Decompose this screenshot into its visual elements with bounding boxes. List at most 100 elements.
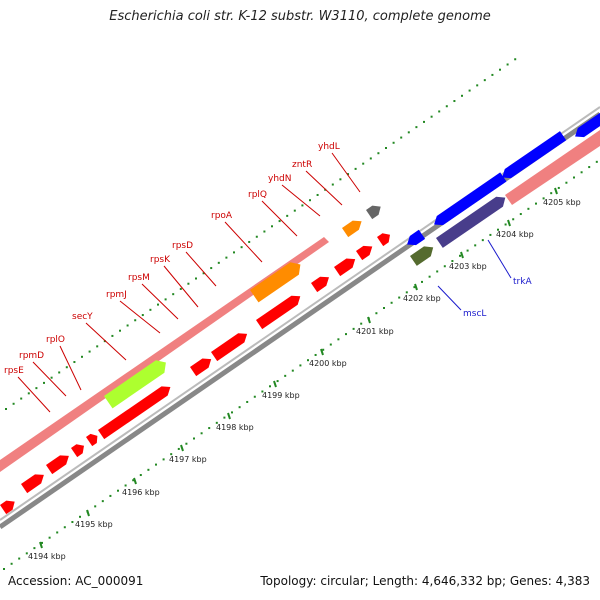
inner-tick-dot bbox=[162, 458, 165, 461]
major-tick bbox=[507, 219, 511, 227]
outer-tick-dot bbox=[392, 141, 395, 144]
outer-tick-track bbox=[5, 58, 517, 410]
inner-tick-dot bbox=[451, 260, 454, 263]
outer-tick-dot bbox=[309, 199, 311, 202]
yhdL-feature bbox=[366, 205, 381, 220]
outer-tick-dot bbox=[248, 240, 251, 243]
outer-tick-dot bbox=[141, 314, 144, 317]
inner-tick-dot bbox=[345, 333, 347, 336]
outer-tick-dot bbox=[111, 334, 114, 337]
inner-tick-dot bbox=[284, 374, 287, 377]
forward-gene-arrow bbox=[98, 386, 171, 440]
inner-tick-dot bbox=[291, 369, 294, 372]
inner-tick-dot bbox=[56, 531, 59, 534]
gene-label-rplQ: rplQ bbox=[248, 190, 267, 200]
outer-tick-dot bbox=[278, 220, 281, 223]
outer-tick-dot bbox=[514, 58, 517, 61]
pink-band-right bbox=[571, 133, 600, 160]
kbp-label: 4198 kbp bbox=[216, 423, 254, 432]
outer-tick-dot bbox=[255, 235, 258, 238]
gene-label-yhdL: yhdL bbox=[318, 142, 340, 152]
leader-line-rplO bbox=[59, 345, 82, 391]
inner-tick-dot bbox=[200, 432, 203, 435]
leader-line-rpsK bbox=[163, 265, 199, 308]
kbp-label: 4205 kbp bbox=[543, 198, 581, 207]
inner-tick-dot bbox=[573, 176, 575, 179]
leader-line-rplQ bbox=[261, 200, 298, 237]
inner-tick-dot bbox=[535, 202, 537, 205]
forward-gene-arrow bbox=[21, 474, 44, 494]
outer-tick-dot bbox=[65, 366, 68, 369]
outer-tick-dot bbox=[43, 381, 45, 384]
outer-tick-dot bbox=[96, 345, 99, 348]
inner-tick-dot bbox=[542, 197, 545, 200]
kbp-scale-labels: 4194 kbp 4195 kbp 4196 kbp 4197 kbp 4198 kbp… bbox=[28, 198, 581, 561]
rpoA-feature bbox=[250, 262, 301, 303]
inner-tick-dot bbox=[375, 312, 378, 315]
inner-tick-dot bbox=[41, 541, 43, 544]
outer-tick-dot bbox=[271, 225, 273, 228]
outer-tick-dot bbox=[12, 402, 15, 405]
inner-tick-dot bbox=[527, 207, 530, 210]
gene-label-rpsM: rpsM bbox=[128, 273, 150, 283]
inner-tick-dot bbox=[595, 160, 598, 163]
outer-tick-dot bbox=[195, 277, 197, 280]
outer-tick-dot bbox=[286, 214, 289, 217]
outer-tick-dot bbox=[347, 173, 349, 176]
inner-tick-dot bbox=[117, 489, 119, 492]
gene-label-rpsK: rpsK bbox=[150, 255, 171, 265]
inner-tick-dot bbox=[231, 411, 233, 414]
inner-tick-dot bbox=[550, 192, 553, 195]
kbp-label: 4197 kbp bbox=[169, 455, 207, 464]
inner-tick-track bbox=[3, 160, 598, 570]
inner-tick-dot bbox=[443, 265, 446, 268]
outer-tick-dot bbox=[240, 246, 243, 249]
inner-tick-dot bbox=[398, 296, 401, 299]
inner-tick-dot bbox=[269, 385, 271, 388]
inner-tick-dot bbox=[79, 515, 81, 518]
outer-tick-dot bbox=[202, 272, 205, 275]
outer-tick-dot bbox=[423, 120, 425, 123]
kbp-label: 4199 kbp bbox=[262, 391, 300, 400]
leader-line-yhdN bbox=[281, 184, 321, 217]
inner-tick-dot bbox=[322, 348, 325, 351]
outer-tick-dot bbox=[172, 293, 175, 296]
outer-tick-dot bbox=[164, 298, 167, 301]
inner-tick-dot bbox=[481, 239, 484, 242]
outer-tick-dot bbox=[88, 350, 91, 353]
blue-reverse-arrow bbox=[407, 229, 426, 246]
leader-line-zntR bbox=[305, 170, 343, 206]
outer-tick-dot bbox=[225, 256, 228, 259]
map-title: Escherichia coli str. K-12 substr. W3110… bbox=[109, 9, 491, 24]
forward-gene-arrow bbox=[377, 233, 390, 247]
outer-tick-dot bbox=[210, 267, 213, 270]
inner-tick-dot bbox=[276, 380, 279, 383]
kbp-label: 4200 kbp bbox=[309, 359, 347, 368]
forward-gene-arrow bbox=[356, 245, 373, 261]
ribosomal-band-upper bbox=[0, 237, 329, 472]
inner-tick-dot bbox=[352, 327, 355, 330]
leader-line-rpmD bbox=[32, 361, 67, 397]
outer-tick-dot bbox=[468, 89, 471, 92]
inner-tick-dot bbox=[177, 447, 180, 450]
inner-tick-dot bbox=[132, 479, 135, 482]
outer-tick-dot bbox=[179, 287, 182, 290]
inner-tick-dot bbox=[504, 223, 507, 226]
inner-tick-dot bbox=[466, 249, 469, 252]
outer-tick-dot bbox=[81, 355, 83, 358]
outer-tick-dot bbox=[369, 157, 372, 160]
outer-tick-dot bbox=[103, 340, 106, 343]
gene-label-rpsE: rpsE bbox=[4, 366, 24, 376]
major-tick bbox=[367, 316, 371, 324]
outer-tick-dot bbox=[377, 152, 380, 155]
outer-tick-dot bbox=[35, 387, 38, 390]
outer-tick-dot bbox=[149, 308, 152, 311]
outer-tick-dot bbox=[119, 329, 121, 332]
major-tick bbox=[227, 412, 231, 420]
leader-line-trkA bbox=[487, 239, 512, 279]
forward-gene-arrow bbox=[46, 455, 69, 475]
kbp-label: 4201 kbp bbox=[356, 327, 394, 336]
major-tick bbox=[320, 348, 324, 356]
outer-tick-dot bbox=[499, 68, 501, 71]
leader-line-rpsE bbox=[17, 376, 51, 413]
